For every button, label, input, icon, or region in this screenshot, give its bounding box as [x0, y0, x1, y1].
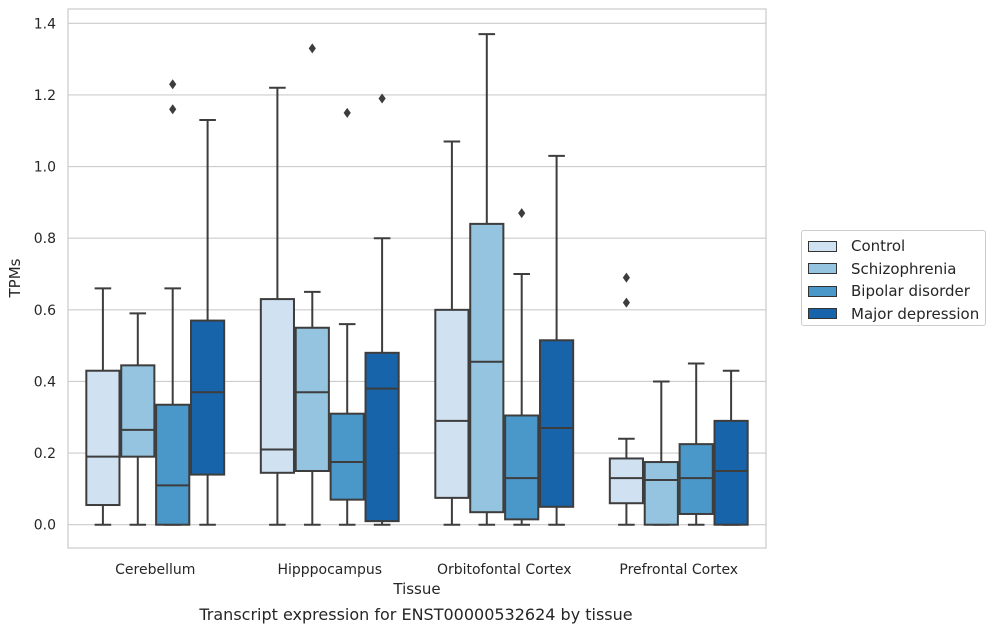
x-tick-label: Cerebellum — [115, 562, 195, 578]
legend-label: Control — [851, 237, 906, 256]
box — [713, 419, 749, 526]
outlier-point — [308, 43, 316, 54]
y-tick-label: 0.0 — [34, 518, 56, 534]
box-group — [504, 208, 540, 526]
box — [434, 308, 470, 499]
box — [329, 412, 365, 501]
legend-swatch-bipolar-disorder — [808, 285, 837, 297]
legend-item-bipolar-disorder: Bipolar disorder — [808, 280, 985, 303]
box-group — [643, 380, 679, 526]
box — [294, 326, 330, 472]
box — [259, 298, 295, 474]
box-group — [678, 362, 714, 526]
y-tick-label: 0.8 — [34, 231, 56, 247]
box — [190, 319, 226, 476]
box-group — [294, 43, 330, 526]
y-tick-label: 1.4 — [34, 16, 56, 32]
box-group — [364, 93, 400, 526]
legend-item-schizophrenia: Schizophrenia — [808, 258, 985, 281]
y-tick-label: 0.4 — [34, 374, 56, 390]
x-axis-title: Tissue — [392, 580, 440, 598]
legend-swatch-control — [808, 240, 837, 252]
x-tick-labels: Cerebellum Hipppocampus Orbitofontal Corte… — [115, 562, 738, 578]
outlier-point — [378, 93, 386, 104]
outlier-point — [169, 104, 177, 115]
outlier-point — [518, 208, 526, 219]
box-group — [713, 369, 749, 526]
box — [504, 414, 540, 521]
box — [364, 351, 400, 523]
outlier-point — [169, 79, 177, 90]
legend-label: Bipolar disorder — [851, 282, 970, 301]
box-group — [329, 107, 365, 526]
box-group — [469, 33, 505, 526]
x-tick-label: Hipppocampus — [277, 562, 382, 578]
box-group — [434, 140, 470, 526]
outlier-point — [622, 272, 630, 283]
box-group — [608, 272, 644, 526]
box — [608, 457, 644, 505]
legend-item-control: Control — [808, 235, 985, 258]
box — [120, 364, 156, 458]
outlier-point — [622, 297, 630, 308]
boxes — [85, 33, 749, 526]
y-tick-label: 1.2 — [34, 88, 56, 104]
y-axis-title: TPMs — [6, 258, 24, 298]
box-group — [155, 79, 191, 526]
box-group — [120, 312, 156, 526]
box — [85, 369, 121, 507]
x-tick-label: Orbitofontal Cortex — [437, 562, 572, 578]
y-tick-label: 1.0 — [34, 160, 56, 176]
legend-swatch-major-depression — [808, 308, 837, 320]
x-tick-label: Prefrontal Cortex — [619, 562, 738, 578]
y-tick-label: 0.6 — [34, 303, 56, 319]
legend: Control Schizophrenia Bipolar disorder M… — [801, 230, 986, 326]
box — [155, 403, 191, 526]
legend-item-major-depression: Major depression — [808, 303, 985, 326]
legend-swatch-schizophrenia — [808, 263, 837, 275]
box-group — [190, 119, 226, 526]
y-tick-labels: 0.0 0.2 0.4 0.6 0.8 1.0 1.2 1.4 — [34, 16, 56, 533]
box — [643, 461, 679, 526]
outlier-point — [343, 107, 351, 118]
legend-label: Schizophrenia — [851, 259, 957, 278]
y-tick-label: 0.2 — [34, 446, 56, 462]
box-group — [85, 287, 121, 526]
box — [539, 339, 575, 508]
box-group — [259, 86, 295, 526]
plot-frame — [67, 8, 767, 549]
box — [469, 222, 505, 514]
figure-caption: Transcript expression for ENST0000053262… — [199, 605, 633, 624]
box-group — [539, 154, 575, 526]
legend-label: Major depression — [851, 304, 980, 323]
